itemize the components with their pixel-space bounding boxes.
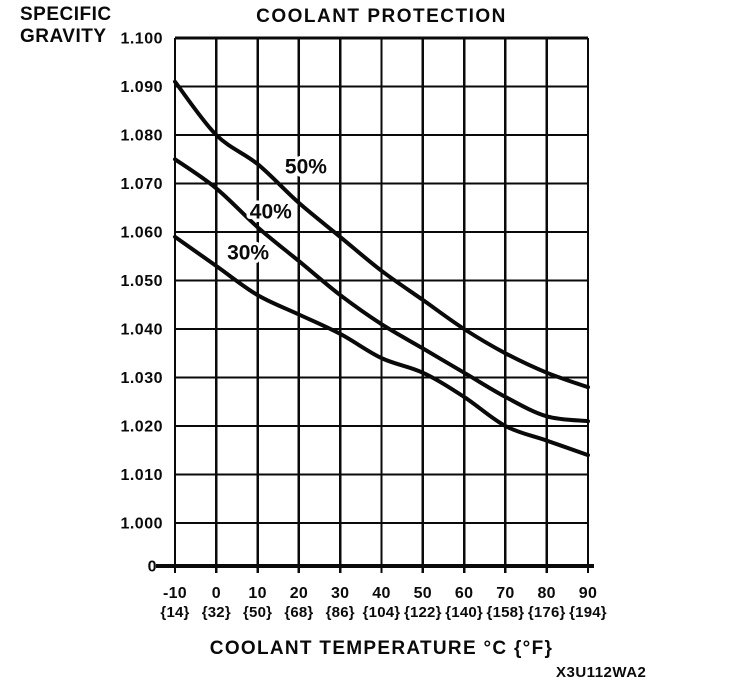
x-tick-label-celsius: -10 xyxy=(163,585,187,602)
y-tick-label: 1.050 xyxy=(120,273,163,290)
x-tick-label-fahrenheit: {86} xyxy=(326,604,355,621)
curve-label-40pct: 40% xyxy=(250,201,292,224)
y-tick-label: 1.000 xyxy=(120,516,163,533)
x-tick-label-celsius: 40 xyxy=(372,585,390,602)
x-tick-label-celsius: 10 xyxy=(248,585,266,602)
y-tick-label: 1.070 xyxy=(120,176,163,193)
x-tick-label-fahrenheit: {158} xyxy=(487,604,525,621)
x-tick-label-fahrenheit: {194} xyxy=(569,604,607,621)
y-axis-title-line2: GRAVITY xyxy=(20,26,107,47)
curve-40pct xyxy=(173,157,590,424)
x-tick-label-celsius: 70 xyxy=(496,585,514,602)
x-tick-label-fahrenheit: {176} xyxy=(528,604,566,621)
y-tick-label: 1.040 xyxy=(120,322,163,339)
x-tick-label-fahrenheit: {32} xyxy=(202,604,231,621)
x-axis-title: COOLANT TEMPERATURE °C {°F} xyxy=(209,638,554,659)
y-tick-label: 1.010 xyxy=(120,467,163,484)
chart-title: COOLANT PROTECTION xyxy=(256,6,507,27)
x-tick-label-celsius: 30 xyxy=(331,585,349,602)
x-tick-label-celsius: 20 xyxy=(290,585,308,602)
x-tick-label-celsius: 90 xyxy=(579,585,597,602)
figure-code: X3U112WA2 xyxy=(556,664,647,681)
x-tick-label-fahrenheit: {104} xyxy=(363,604,401,621)
y-tick-label: 1.020 xyxy=(120,419,163,436)
y-tick-label: 1.080 xyxy=(120,128,163,145)
y-tick-label: 1.060 xyxy=(120,225,163,242)
curve-label-50pct: 50% xyxy=(285,156,327,179)
curve-30pct xyxy=(173,234,590,458)
y-axis-title-line1: SPECIFIC xyxy=(20,4,112,25)
y-tick-label: 1.030 xyxy=(120,370,163,387)
x-tick-label-fahrenheit: {14} xyxy=(160,604,189,621)
curve-label-30pct: 30% xyxy=(227,241,269,264)
x-tick-label-fahrenheit: {68} xyxy=(284,604,313,621)
x-tick-label-fahrenheit: {50} xyxy=(243,604,272,621)
x-tick-label-fahrenheit: {140} xyxy=(445,604,483,621)
x-tick-label-celsius: 0 xyxy=(212,585,221,602)
y-tick-label: 1.100 xyxy=(120,31,163,48)
x-tick-label-celsius: 50 xyxy=(414,585,432,602)
y-axis-title: SPECIFIC GRAVITY xyxy=(20,4,112,48)
x-tick-label-celsius: 80 xyxy=(537,585,555,602)
y-origin-label: 0 xyxy=(148,559,157,576)
x-tick-label-fahrenheit: {122} xyxy=(404,604,442,621)
x-tick-label-celsius: 60 xyxy=(455,585,473,602)
curve-50pct xyxy=(173,79,590,390)
y-tick-label: 1.090 xyxy=(120,79,163,96)
